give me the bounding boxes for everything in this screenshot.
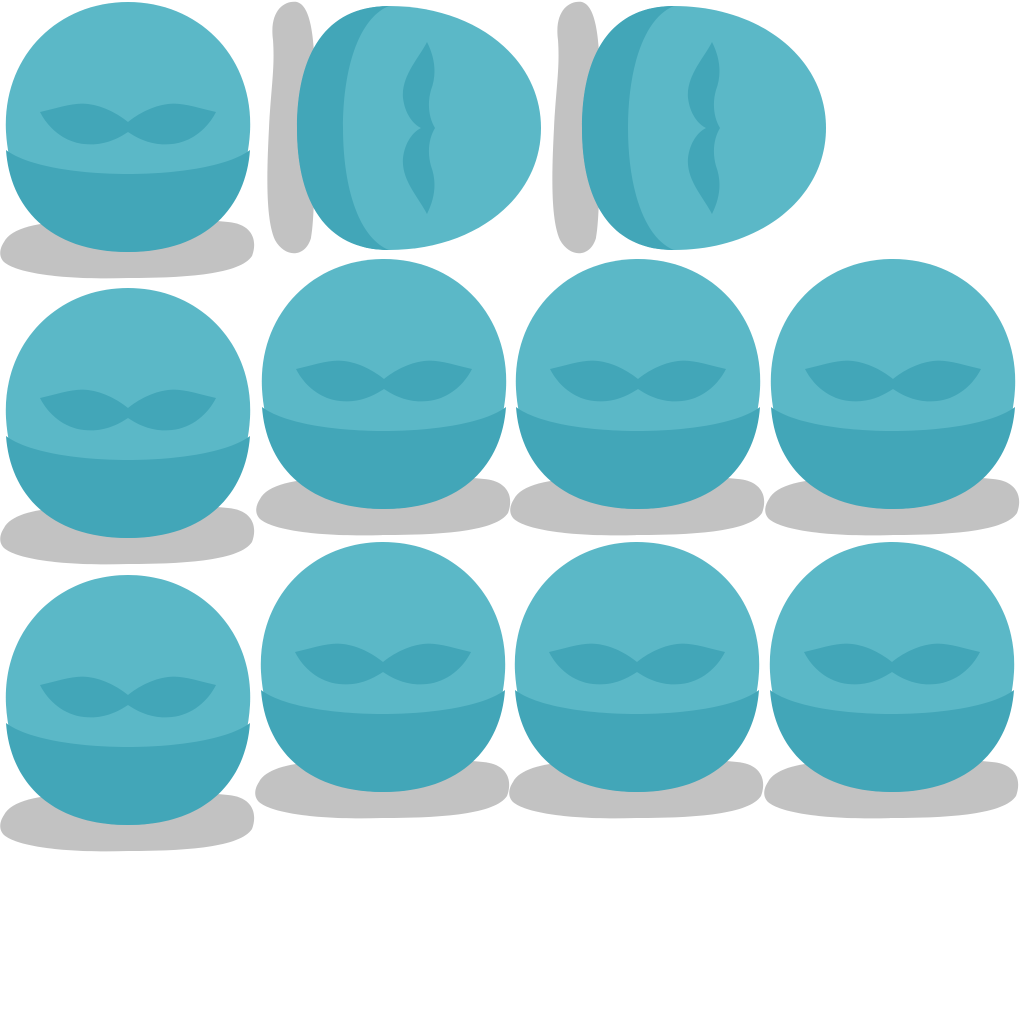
blob-front-frame-3: [256, 259, 511, 536]
mustache-icon: [295, 643, 471, 685]
sprite-body-band: [771, 407, 1015, 509]
blob-front-frame-5: [765, 259, 1020, 536]
mustache-icon: [40, 389, 216, 431]
mustache-icon: [40, 676, 216, 718]
sprite-body: [582, 6, 826, 250]
blob-front-frame-8: [509, 542, 764, 819]
blob-front-frame-1: [0, 2, 255, 279]
sprite-shadow: [552, 1, 600, 254]
sprite-shadow: [267, 1, 315, 254]
mustache-icon: [805, 360, 981, 402]
mustache-icon: [296, 360, 472, 402]
mustache-icon: [550, 360, 726, 402]
blob-front-frame-7: [255, 542, 510, 819]
sprite-body-band: [515, 690, 759, 792]
sprite-body-band: [297, 6, 389, 250]
sprite-body-band: [6, 723, 250, 825]
blob-front-frame-9: [764, 542, 1019, 819]
blob-front-frame-4: [510, 259, 765, 536]
blob-front-frame-2: [0, 288, 255, 565]
sprite-body-band: [6, 150, 250, 252]
mustache-icon: [687, 42, 720, 214]
blob-side-frame-1: [267, 1, 541, 254]
blob-front-frame-6: [0, 575, 255, 852]
sprite-body-band: [6, 436, 250, 538]
sprite-body-band: [261, 690, 505, 792]
sprite-layer: [0, 1, 1020, 852]
mustache-icon: [40, 103, 216, 145]
sprite-body-band: [770, 690, 1014, 792]
mustache-icon: [402, 42, 435, 214]
sprite-body: [297, 6, 541, 250]
mustache-icon: [549, 643, 725, 685]
sprite-body-band: [582, 6, 674, 250]
blob-side-frame-2: [552, 1, 826, 254]
sprite-body-band: [516, 407, 760, 509]
mustache-icon: [804, 643, 980, 685]
sprite-body-band: [262, 407, 506, 509]
